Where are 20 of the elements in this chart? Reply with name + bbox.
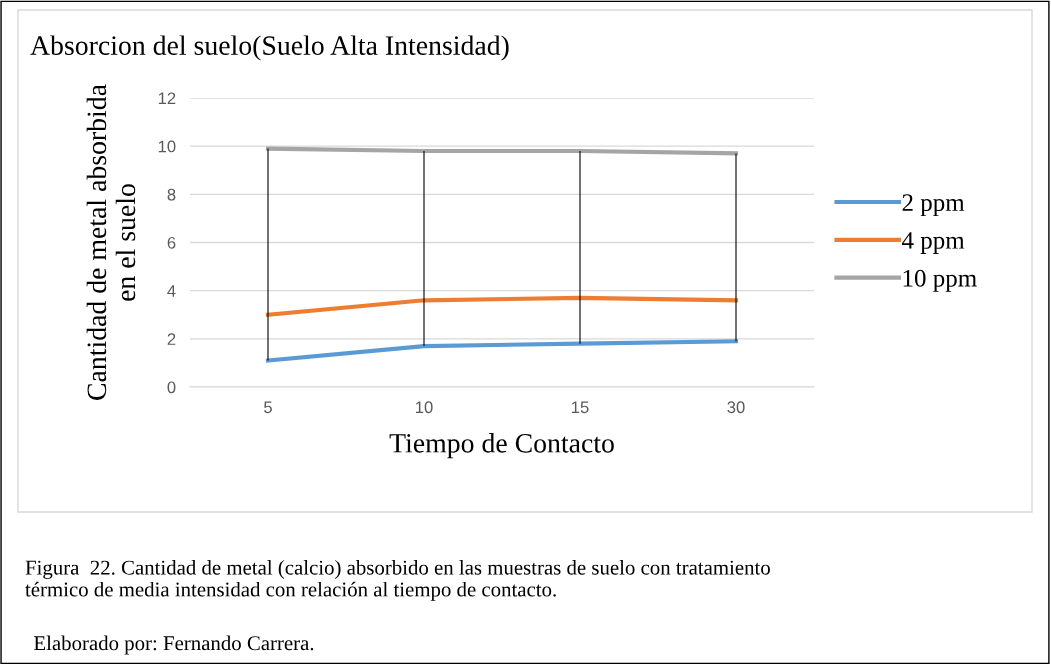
legend-label: 2 ppm	[902, 194, 965, 217]
text: Elaborado por: Fernando Carrera.	[34, 635, 314, 655]
legend-label: 10 ppm	[903, 269, 977, 292]
x-tick-label: 10	[416, 401, 433, 414]
chart-title: Absorcion del suelo(Suelo Alta Intensidad)	[30, 35, 509, 61]
y-tick-label: 4	[167, 285, 176, 297]
y-tick-label: 8	[167, 188, 176, 201]
line-series	[265, 339, 739, 363]
x-tick-label: 30	[727, 401, 745, 414]
y-tick-label: 2	[167, 333, 176, 345]
y-tick-label: 6	[167, 236, 176, 249]
y-tick-label: 10	[158, 140, 176, 153]
y-tick-label: 0	[167, 381, 176, 394]
x-tick-label: 15	[572, 401, 589, 414]
y-tick-label: 12	[158, 92, 176, 105]
x-axis-title: Tiempo de Contacto	[389, 433, 614, 459]
y-axis-title: Cantidad de metal absorbida en el suelo	[86, 84, 136, 400]
x-tick-label: 5	[264, 401, 272, 414]
legend-label: 4 ppm	[901, 232, 965, 254]
text: Figura 22. Cantidad de metal (calcio) absorbido en las muestras de suelo con tratamiento térmico de media intensidad con relación al tiempo de contacto.	[25, 560, 770, 601]
